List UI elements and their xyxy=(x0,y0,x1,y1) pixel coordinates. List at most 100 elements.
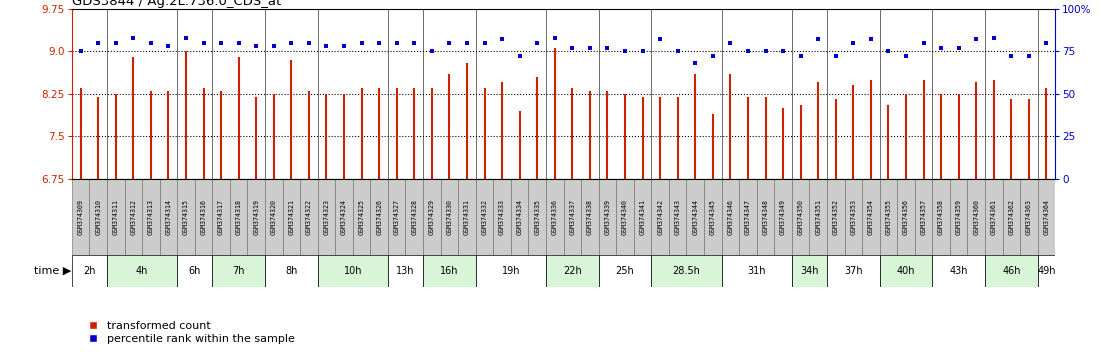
Text: GSM374316: GSM374316 xyxy=(200,199,207,235)
Point xyxy=(90,40,107,46)
Point xyxy=(599,45,617,51)
Text: GSM374313: GSM374313 xyxy=(148,199,154,235)
Bar xyxy=(792,255,827,287)
Bar xyxy=(599,179,617,255)
Bar xyxy=(1038,179,1055,255)
Point xyxy=(704,53,722,59)
Point xyxy=(985,35,1002,41)
Text: GSM374315: GSM374315 xyxy=(183,199,189,235)
Bar xyxy=(177,179,194,255)
Point xyxy=(283,40,301,46)
Bar xyxy=(880,179,897,255)
Text: GSM374337: GSM374337 xyxy=(569,199,576,235)
Point xyxy=(651,36,669,42)
Point xyxy=(546,35,564,41)
Bar xyxy=(265,255,318,287)
Text: GSM374328: GSM374328 xyxy=(411,199,418,235)
Bar xyxy=(546,255,599,287)
Text: 37h: 37h xyxy=(844,266,863,276)
Point xyxy=(265,44,283,49)
Text: GSM374358: GSM374358 xyxy=(938,199,944,235)
Bar xyxy=(511,179,528,255)
Bar xyxy=(72,255,107,287)
Bar xyxy=(827,179,844,255)
Point xyxy=(317,44,335,49)
Point xyxy=(370,40,388,46)
Bar xyxy=(1038,255,1055,287)
Point xyxy=(475,40,493,46)
Bar xyxy=(651,179,669,255)
Bar xyxy=(459,179,476,255)
Text: GSM374342: GSM374342 xyxy=(657,199,663,235)
Bar xyxy=(722,255,792,287)
Bar xyxy=(722,179,739,255)
Text: 22h: 22h xyxy=(562,266,581,276)
Bar xyxy=(476,255,546,287)
Text: GSM374349: GSM374349 xyxy=(780,199,786,235)
Point xyxy=(634,48,652,54)
Text: 13h: 13h xyxy=(397,266,414,276)
Point xyxy=(143,40,160,46)
Text: GSM374347: GSM374347 xyxy=(745,199,751,235)
Point xyxy=(493,36,511,42)
Text: GSM374309: GSM374309 xyxy=(77,199,84,235)
Bar xyxy=(897,179,915,255)
Text: GSM374363: GSM374363 xyxy=(1025,199,1032,235)
Point xyxy=(301,40,318,46)
Point xyxy=(441,40,459,46)
Bar xyxy=(423,179,441,255)
Bar xyxy=(265,179,283,255)
Text: GSM374361: GSM374361 xyxy=(991,199,997,235)
Text: GSM374331: GSM374331 xyxy=(464,199,470,235)
Bar xyxy=(283,179,301,255)
Bar xyxy=(844,179,862,255)
Point xyxy=(809,36,827,42)
Bar xyxy=(476,179,493,255)
Point xyxy=(739,48,757,54)
Text: GSM374330: GSM374330 xyxy=(446,199,452,235)
Point xyxy=(159,44,177,49)
Bar xyxy=(669,179,686,255)
Text: 19h: 19h xyxy=(502,266,520,276)
Point xyxy=(406,40,423,46)
Bar xyxy=(177,255,212,287)
Bar xyxy=(862,179,880,255)
Bar xyxy=(143,179,159,255)
Bar xyxy=(704,179,722,255)
Point xyxy=(177,35,194,41)
Text: 34h: 34h xyxy=(800,266,819,276)
Text: GSM374312: GSM374312 xyxy=(130,199,136,235)
Point xyxy=(722,40,739,46)
Bar xyxy=(775,179,792,255)
Text: GSM374325: GSM374325 xyxy=(359,199,365,235)
Text: 16h: 16h xyxy=(440,266,459,276)
Bar xyxy=(950,179,968,255)
Bar xyxy=(370,179,388,255)
Text: 28.5h: 28.5h xyxy=(673,266,701,276)
Text: GSM374314: GSM374314 xyxy=(166,199,171,235)
Text: GSM374336: GSM374336 xyxy=(551,199,558,235)
Text: GSM374357: GSM374357 xyxy=(920,199,927,235)
Bar xyxy=(441,179,459,255)
Bar xyxy=(757,179,775,255)
Bar xyxy=(546,179,564,255)
Text: GSM374343: GSM374343 xyxy=(675,199,681,235)
Legend: transformed count, percentile rank within the sample: transformed count, percentile rank withi… xyxy=(77,316,299,348)
Point xyxy=(617,48,634,54)
Text: GSM374318: GSM374318 xyxy=(235,199,242,235)
Text: GSM374317: GSM374317 xyxy=(218,199,224,235)
Text: 49h: 49h xyxy=(1038,266,1055,276)
Bar xyxy=(1002,179,1020,255)
Bar xyxy=(686,179,704,255)
Bar xyxy=(125,179,143,255)
Bar xyxy=(651,255,722,287)
Bar xyxy=(581,179,599,255)
Text: 46h: 46h xyxy=(1002,266,1021,276)
Point xyxy=(792,53,810,59)
Bar xyxy=(107,179,125,255)
Text: 7h: 7h xyxy=(232,266,245,276)
Text: GSM374345: GSM374345 xyxy=(709,199,716,235)
Text: GSM374351: GSM374351 xyxy=(815,199,821,235)
Text: GSM374352: GSM374352 xyxy=(833,199,839,235)
Text: GSM374356: GSM374356 xyxy=(903,199,909,235)
